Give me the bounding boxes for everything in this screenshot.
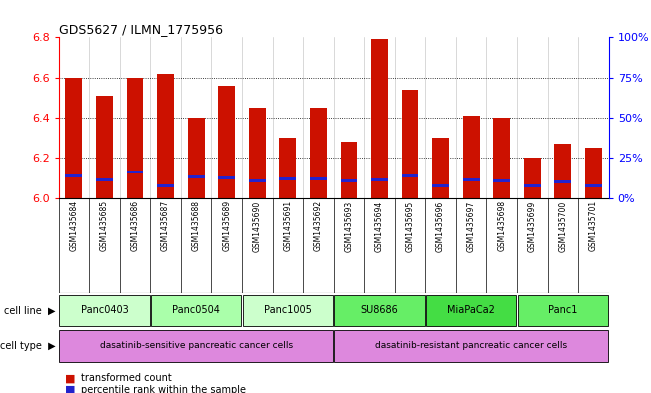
Text: Panc0403: Panc0403 xyxy=(81,305,128,316)
Bar xyxy=(555,144,571,198)
Bar xyxy=(96,178,113,180)
Bar xyxy=(279,138,296,198)
Bar xyxy=(463,178,480,180)
Text: GSM1435691: GSM1435691 xyxy=(283,200,292,252)
Bar xyxy=(187,118,204,198)
Text: GSM1435701: GSM1435701 xyxy=(589,200,598,252)
Bar xyxy=(371,178,388,180)
Bar xyxy=(340,142,357,198)
Text: GSM1435686: GSM1435686 xyxy=(130,200,139,252)
Text: GSM1435687: GSM1435687 xyxy=(161,200,170,252)
Bar xyxy=(218,86,235,198)
Bar xyxy=(66,174,82,176)
Bar xyxy=(432,184,449,187)
FancyBboxPatch shape xyxy=(59,330,333,362)
Text: GSM1435690: GSM1435690 xyxy=(253,200,262,252)
Bar xyxy=(310,177,327,180)
Bar xyxy=(340,179,357,182)
Text: GSM1435695: GSM1435695 xyxy=(406,200,415,252)
Text: GSM1435699: GSM1435699 xyxy=(528,200,537,252)
Bar xyxy=(310,108,327,198)
Text: ■: ■ xyxy=(65,385,76,393)
Text: GDS5627 / ILMN_1775956: GDS5627 / ILMN_1775956 xyxy=(59,23,223,36)
Text: dasatinib-sensitive pancreatic cancer cells: dasatinib-sensitive pancreatic cancer ce… xyxy=(100,342,293,350)
Text: GSM1435689: GSM1435689 xyxy=(222,200,231,252)
Bar xyxy=(126,77,143,198)
Text: cell type  ▶: cell type ▶ xyxy=(0,341,55,351)
Text: GSM1435693: GSM1435693 xyxy=(344,200,353,252)
Text: MiaPaCa2: MiaPaCa2 xyxy=(447,305,495,316)
Text: GSM1435698: GSM1435698 xyxy=(497,200,506,252)
Bar xyxy=(218,176,235,178)
Bar xyxy=(555,180,571,183)
Text: GSM1435694: GSM1435694 xyxy=(375,200,384,252)
Bar xyxy=(249,179,266,182)
Bar xyxy=(524,184,541,187)
FancyBboxPatch shape xyxy=(334,295,424,326)
Bar xyxy=(371,39,388,198)
Bar xyxy=(493,179,510,182)
Bar xyxy=(157,73,174,198)
Text: transformed count: transformed count xyxy=(81,373,172,383)
FancyBboxPatch shape xyxy=(243,295,333,326)
Text: ■: ■ xyxy=(65,373,76,383)
Bar xyxy=(66,77,82,198)
Bar xyxy=(585,148,602,198)
Text: GSM1435700: GSM1435700 xyxy=(559,200,567,252)
Bar xyxy=(432,138,449,198)
Bar xyxy=(249,108,266,198)
Text: GSM1435684: GSM1435684 xyxy=(70,200,78,252)
FancyBboxPatch shape xyxy=(59,295,150,326)
Text: GSM1435697: GSM1435697 xyxy=(467,200,476,252)
Bar xyxy=(279,177,296,180)
Text: GSM1435696: GSM1435696 xyxy=(436,200,445,252)
FancyBboxPatch shape xyxy=(518,295,608,326)
Text: GSM1435685: GSM1435685 xyxy=(100,200,109,252)
Text: SU8686: SU8686 xyxy=(361,305,398,316)
Bar xyxy=(157,184,174,187)
FancyBboxPatch shape xyxy=(426,295,516,326)
Text: cell line  ▶: cell line ▶ xyxy=(4,305,55,316)
Text: Panc1005: Panc1005 xyxy=(264,305,312,316)
Text: GSM1435688: GSM1435688 xyxy=(191,200,201,252)
FancyBboxPatch shape xyxy=(334,330,608,362)
Text: Panc1: Panc1 xyxy=(548,305,577,316)
Bar xyxy=(493,118,510,198)
Text: percentile rank within the sample: percentile rank within the sample xyxy=(81,385,246,393)
Bar xyxy=(126,171,143,173)
Bar xyxy=(585,184,602,187)
FancyBboxPatch shape xyxy=(151,295,242,326)
Bar xyxy=(463,116,480,198)
Text: Panc0504: Panc0504 xyxy=(172,305,220,316)
Bar xyxy=(524,158,541,198)
Bar xyxy=(402,174,419,176)
Bar xyxy=(96,96,113,198)
Text: GSM1435692: GSM1435692 xyxy=(314,200,323,252)
Bar xyxy=(402,90,419,198)
Bar xyxy=(187,175,204,178)
Text: dasatinib-resistant pancreatic cancer cells: dasatinib-resistant pancreatic cancer ce… xyxy=(375,342,567,350)
